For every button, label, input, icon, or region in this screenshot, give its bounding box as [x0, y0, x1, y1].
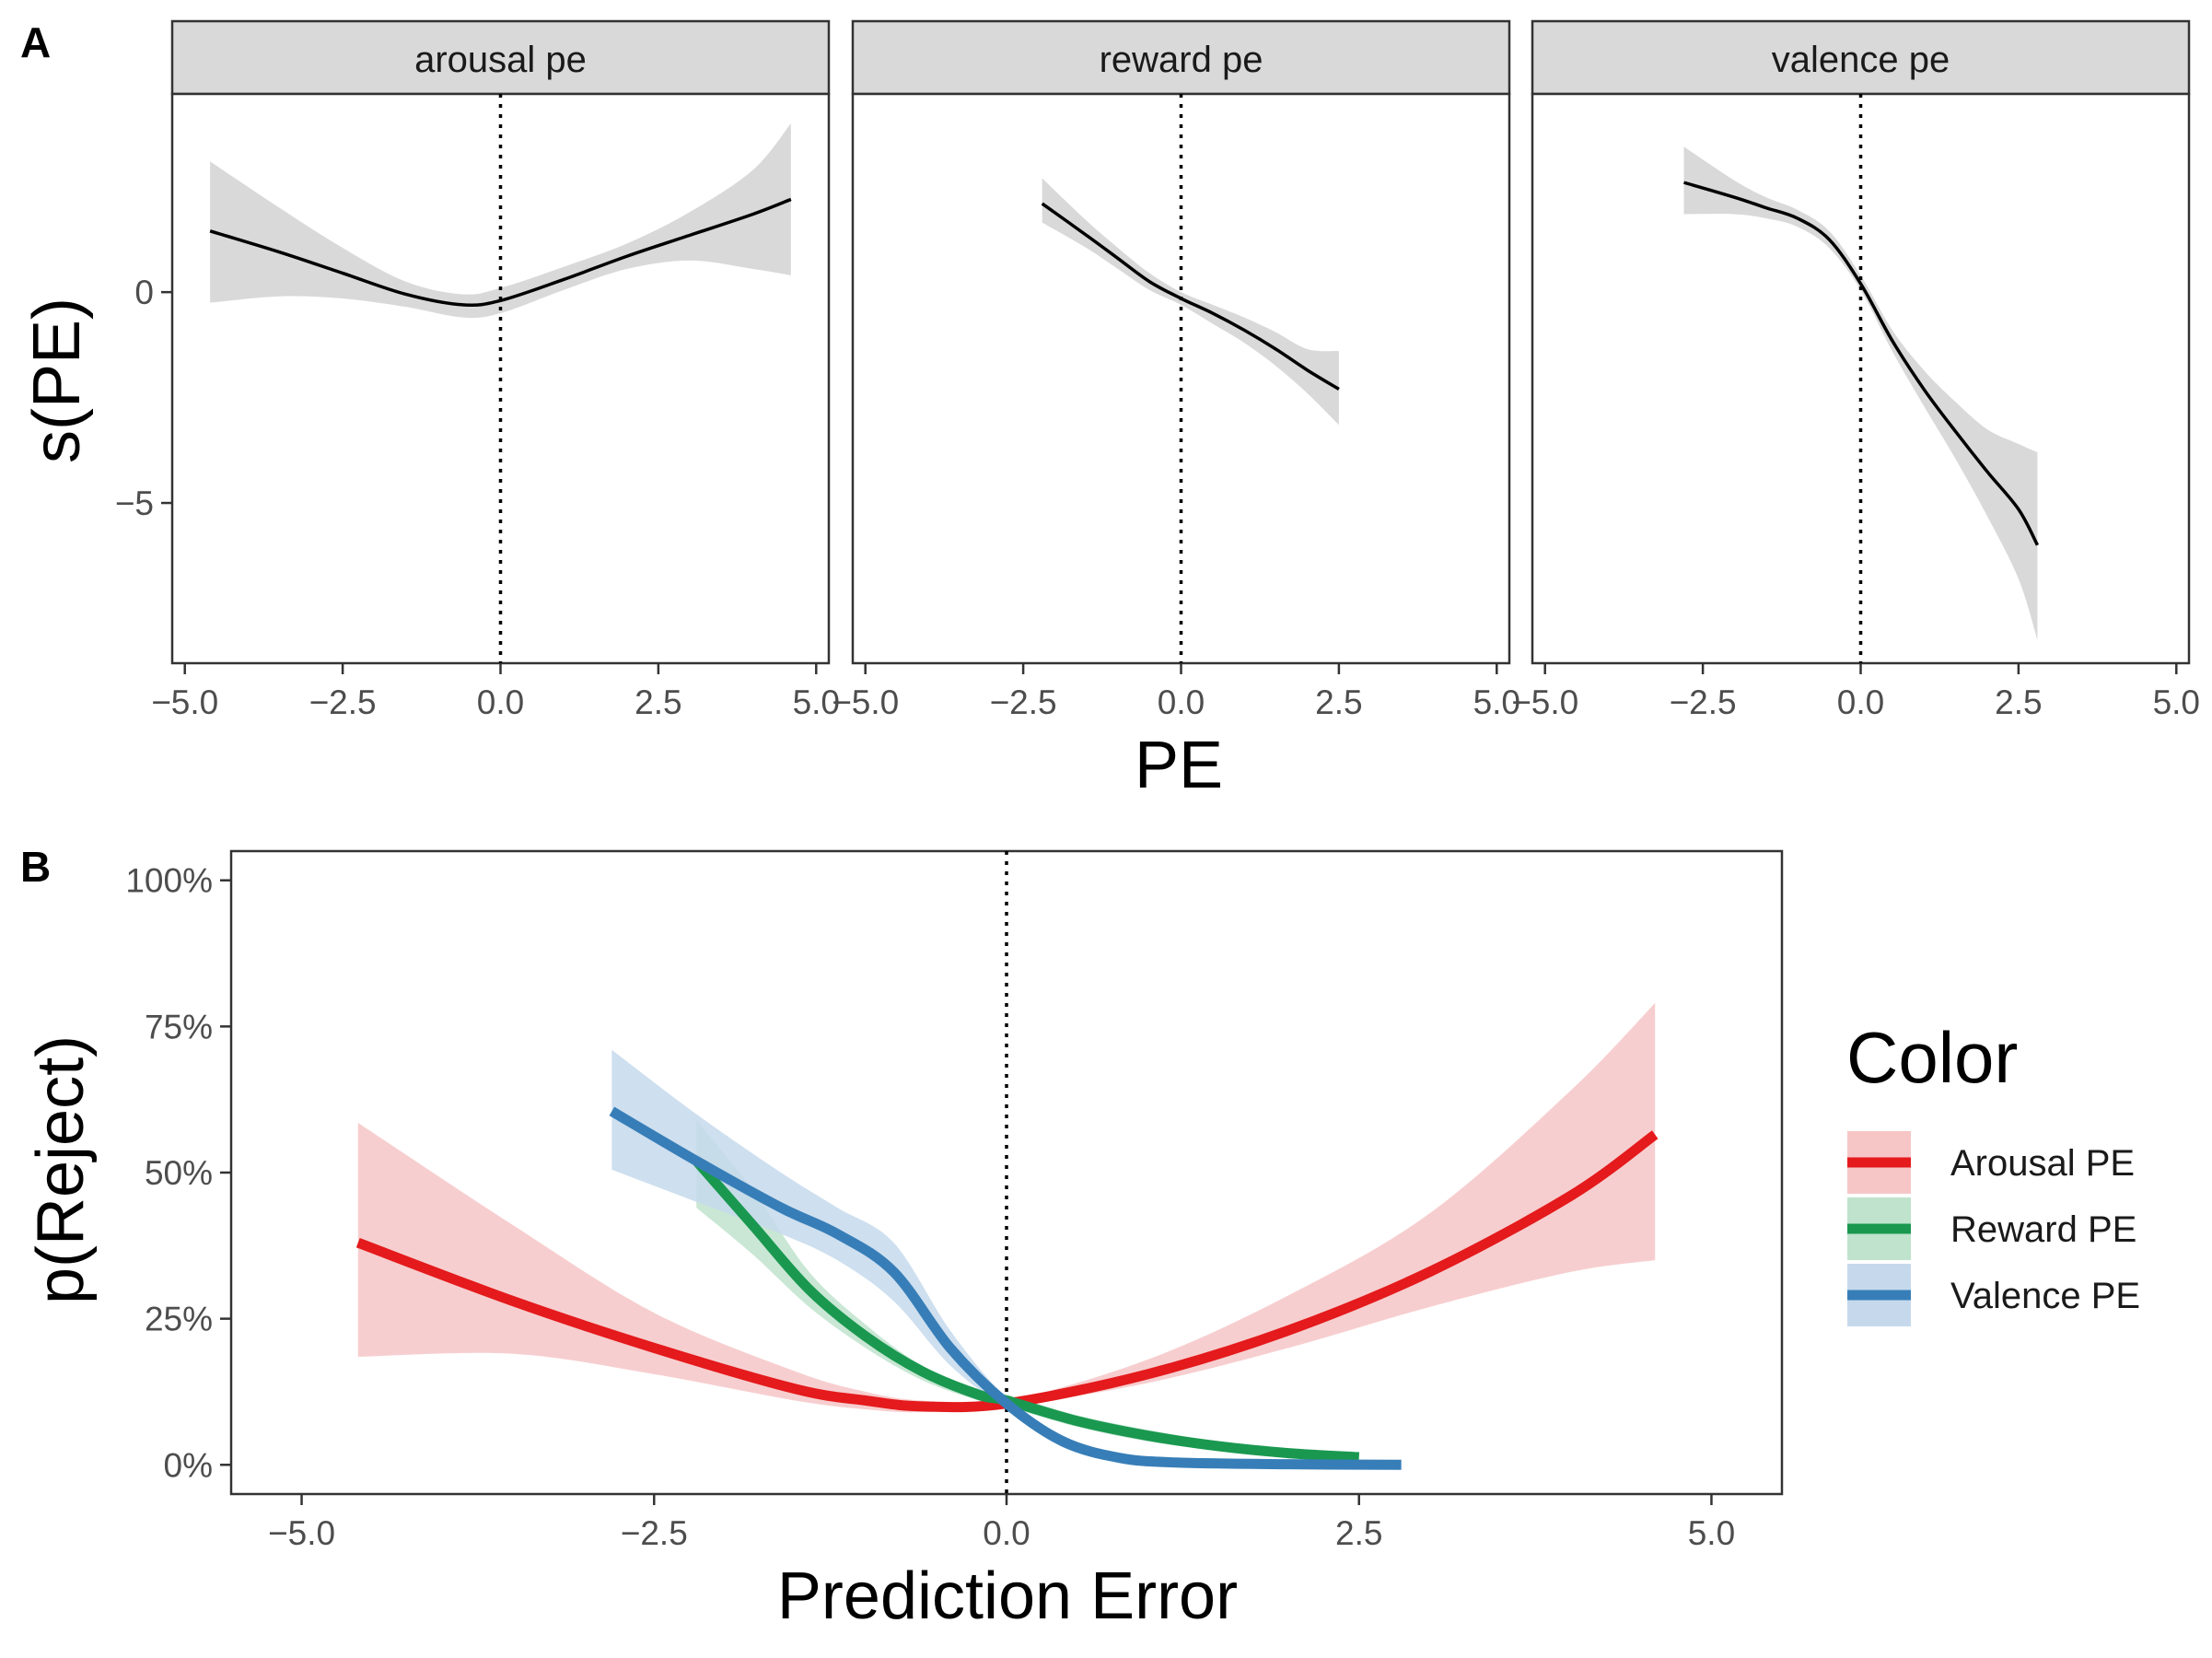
facet-strip-label: reward pe — [1100, 40, 1263, 80]
x-tick-label: 5.0 — [793, 683, 840, 721]
y-tick-label: 0% — [164, 1446, 213, 1484]
y-tick-label: 100% — [125, 862, 213, 900]
panel-a-x-axis-title: PE — [1135, 729, 1223, 802]
smooth-line — [1041, 202, 1340, 391]
facet-valence-pe: valence pe −5.0 −2.5 0.0 2.5 5.0 — [1511, 19, 2200, 721]
x-tick-label: 0.0 — [983, 1514, 1030, 1552]
y-tick-label: 75% — [145, 1008, 213, 1045]
panel-tag-a: A — [20, 18, 51, 66]
smooth-line — [1683, 181, 2040, 546]
line-valence-pe — [609, 1106, 1402, 1470]
x-tick-label: 2.5 — [634, 683, 681, 721]
legend-label: Reward PE — [1950, 1209, 2136, 1250]
confidence-ribbon — [210, 123, 791, 319]
line-arousal-pe — [355, 1130, 1659, 1413]
legend-title: Color — [1846, 1017, 2018, 1098]
panel-b-x-axis-title: Prediction Error — [777, 1559, 1238, 1633]
panel-a-y-axis-title: s(PE) — [20, 298, 94, 463]
facet-strip-label: arousal pe — [414, 40, 587, 80]
facet-strip — [851, 19, 1511, 96]
y-tick-label: 0 — [134, 274, 154, 311]
y-tick-label: −5 — [115, 485, 154, 522]
legend-item-reward-pe: Reward PE — [1847, 1197, 2136, 1260]
panel-tag-b: B — [20, 843, 51, 891]
confidence-ribbon — [1683, 146, 2038, 640]
x-tick-label: −5.0 — [832, 683, 899, 721]
panel-b-plot: −5.0 −2.5 0.0 2.5 5.0 0% 25% 50% 75% 100% — [125, 849, 1784, 1552]
x-tick-label: −5.0 — [268, 1514, 335, 1552]
x-tick-label: 2.5 — [1335, 1514, 1382, 1552]
x-tick-label: −2.5 — [990, 683, 1057, 721]
legend: Color Arousal PE Reward PE Valence PE — [1846, 1017, 2140, 1326]
x-tick-label: −2.5 — [309, 683, 377, 721]
x-tick-label: 0.0 — [1158, 683, 1205, 721]
x-tick-label: 2.5 — [1315, 683, 1362, 721]
x-tick-label: −5.0 — [151, 683, 218, 721]
line-reward-pe — [693, 1157, 1360, 1463]
facet-reward-pe: reward pe −5.0 −2.5 0.0 2.5 5.0 — [832, 19, 1520, 721]
facet-strip-label: valence pe — [1772, 40, 1950, 80]
legend-label: Valence PE — [1950, 1276, 2140, 1316]
x-tick-label: −2.5 — [1670, 683, 1737, 721]
x-tick-label: 2.5 — [1995, 683, 2042, 721]
x-tick-label: 0.0 — [477, 683, 524, 721]
x-tick-label: 0.0 — [1837, 683, 1884, 721]
x-tick-label: 5.0 — [2153, 683, 2200, 721]
y-tick-label: 25% — [145, 1301, 213, 1338]
y-tick-label: 50% — [145, 1154, 213, 1192]
x-tick-label: 5.0 — [1688, 1514, 1735, 1552]
legend-item-arousal-pe: Arousal PE — [1847, 1131, 2135, 1194]
panel-b-y-axis-title: p(Reject) — [24, 1035, 98, 1304]
x-tick-label: −5.0 — [1511, 683, 1578, 721]
x-tick-label: 5.0 — [1473, 683, 1520, 721]
smooth-line — [209, 197, 792, 308]
legend-item-valence-pe: Valence PE — [1847, 1264, 2140, 1326]
x-tick-label: −2.5 — [621, 1514, 688, 1552]
facet-strip — [170, 19, 831, 96]
facet-strip — [1531, 19, 2191, 96]
legend-label: Arousal PE — [1950, 1143, 2135, 1184]
facet-arousal-pe: arousal pe −5.0 −2.5 0.0 2.5 5.0 0 −5 — [115, 19, 840, 721]
